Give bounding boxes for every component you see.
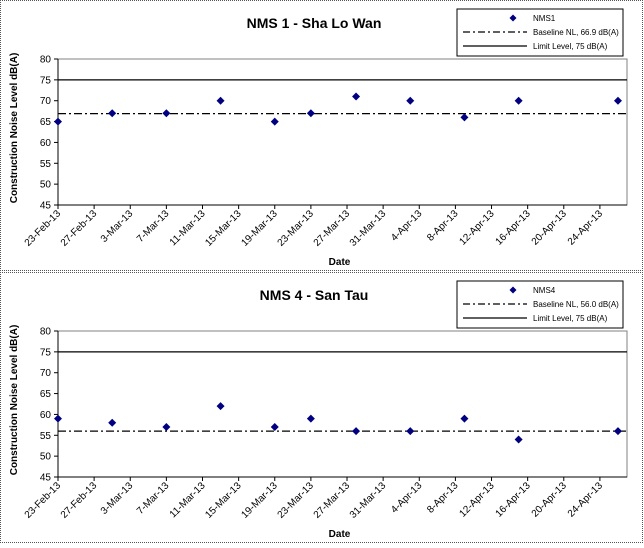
y-tick-label: 55 <box>40 159 52 170</box>
x-tick-label: 27-Feb-13 <box>59 480 100 521</box>
legend-marker-nms1 <box>509 14 517 22</box>
data-point <box>216 96 225 105</box>
legend-label: NMS1 <box>533 14 556 23</box>
data-point <box>54 117 62 126</box>
x-tick-label: 27-Feb-13 <box>59 208 100 249</box>
y-tick-label: 60 <box>40 138 52 149</box>
plot-area <box>57 58 628 206</box>
data-point <box>54 414 62 423</box>
y-tick-label: 75 <box>40 75 52 86</box>
y-tick-label: 65 <box>40 117 52 128</box>
x-tick-label: 27-Mar-13 <box>312 208 353 249</box>
x-tick-label: 7-Mar-13 <box>135 480 172 517</box>
data-point <box>270 422 279 431</box>
data-point <box>352 92 361 101</box>
x-tick-label: 20-Apr-13 <box>530 480 570 520</box>
legend-box <box>456 8 624 57</box>
data-point <box>162 422 171 431</box>
y-tick-label: 45 <box>40 201 52 212</box>
x-tick-label: 23-Feb-13 <box>23 208 64 249</box>
x-tick-label: 23-Mar-13 <box>276 208 317 249</box>
legend-marker-nms4 <box>509 286 517 294</box>
x-tick-label: 4-Apr-13 <box>389 480 425 516</box>
data-point <box>460 414 469 423</box>
nms1-chart: NMS 1 - Sha Lo Wan 45 50 55 60 65 70 75 80 23-Feb… <box>9 8 628 268</box>
x-tick-label: 20-Apr-13 <box>530 208 570 248</box>
x-tick-label: 3-Mar-13 <box>99 208 136 245</box>
x-tick-label: 31-Mar-13 <box>348 208 389 249</box>
data-point <box>306 414 315 423</box>
data-point <box>514 435 523 444</box>
x-tick-label: 8-Apr-13 <box>425 480 461 516</box>
legend-label: NMS4 <box>533 286 556 295</box>
x-tick-label: 11-Mar-13 <box>168 208 208 248</box>
data-point <box>613 96 622 105</box>
chart-title: NMS 4 - San Tau <box>260 287 369 303</box>
x-tick-label: 12-Apr-13 <box>457 208 497 248</box>
x-tick-label: 16-Apr-13 <box>494 480 534 520</box>
y-tick-label: 70 <box>40 96 52 107</box>
legend-label: Limit Level, 75 dB(A) <box>533 42 608 51</box>
x-tick-label: 3-Mar-13 <box>99 480 136 517</box>
x-tick-label: 23-Feb-13 <box>23 480 64 521</box>
chart-title: NMS 1 - Sha Lo Wan <box>247 15 382 31</box>
chart-panel-nms4: NMS 4 - San Tau 45 50 55 60 65 70 75 80 23-Feb-13… <box>0 272 643 543</box>
x-tick-label: 8-Apr-13 <box>425 208 461 244</box>
data-point <box>460 113 469 122</box>
x-tick-label: 12-Apr-13 <box>457 480 497 520</box>
x-tick-label: 24-Apr-13 <box>566 208 606 248</box>
data-point <box>306 109 315 118</box>
y-tick-label: 60 <box>40 410 52 421</box>
x-tick-label: 27-Mar-13 <box>312 480 353 521</box>
y-tick-label: 75 <box>40 347 52 358</box>
y-tick-label: 80 <box>40 327 52 338</box>
nms4-chart: NMS 4 - San Tau 45 50 55 60 65 70 75 80 23-Feb-13… <box>9 280 628 540</box>
data-point <box>108 418 117 427</box>
data-point <box>162 109 171 118</box>
x-axis-title: Date <box>329 529 351 540</box>
x-axis-title: Date <box>329 257 351 268</box>
x-tick-label: 11-Mar-13 <box>168 480 208 520</box>
x-tick-label: 19-Mar-13 <box>239 208 280 249</box>
data-point <box>270 117 279 126</box>
legend-label: Baseline NL, 66.9 dB(A) <box>533 28 619 37</box>
x-tick-label: 16-Apr-13 <box>494 208 534 248</box>
x-tick-label: 15-Mar-13 <box>203 480 244 521</box>
plot-area <box>57 330 628 478</box>
data-point <box>108 109 117 118</box>
y-tick-label: 50 <box>40 180 52 191</box>
chart-panel-nms1: NMS 1 - Sha Lo Wan 45 50 55 60 65 70 75 80 23-Feb… <box>0 0 643 271</box>
x-tick-label: 31-Mar-13 <box>348 480 389 521</box>
legend-label: Limit Level, 75 dB(A) <box>533 314 608 323</box>
x-tick-label: 23-Mar-13 <box>276 480 317 521</box>
y-tick-label: 80 <box>40 55 52 66</box>
data-point <box>514 96 523 105</box>
y-axis-title: Construction Noise Level dB(A) <box>9 325 20 476</box>
x-tick-label: 15-Mar-13 <box>203 208 244 249</box>
data-point <box>216 402 225 411</box>
y-tick-label: 50 <box>40 452 52 463</box>
y-tick-label: 45 <box>40 473 52 484</box>
x-tick-label: 4-Apr-13 <box>389 208 425 244</box>
y-tick-label: 70 <box>40 368 52 379</box>
x-tick-label: 24-Apr-13 <box>566 480 606 520</box>
x-tick-label: 7-Mar-13 <box>135 208 172 245</box>
data-point <box>406 427 415 436</box>
y-tick-label: 65 <box>40 389 52 400</box>
y-axis-title: Construction Noise Level dB(A) <box>9 53 20 204</box>
data-point <box>406 96 415 105</box>
x-tick-label: 19-Mar-13 <box>239 480 280 521</box>
data-point <box>613 427 622 436</box>
legend-label: Baseline NL, 56.0 dB(A) <box>533 300 619 309</box>
y-tick-label: 55 <box>40 431 52 442</box>
data-point <box>352 427 361 436</box>
